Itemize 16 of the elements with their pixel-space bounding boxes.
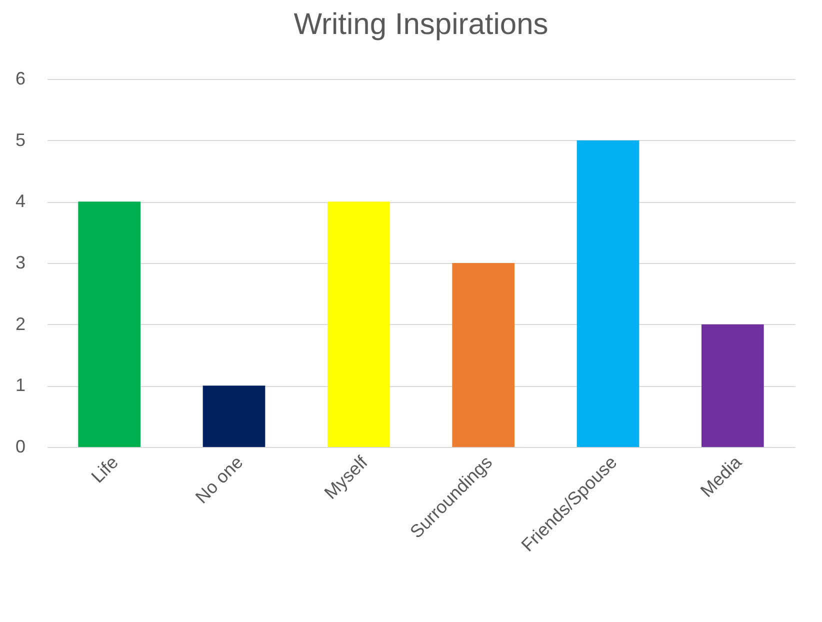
y-tick-label: 4 [15,191,26,212]
bar [328,202,390,447]
bar [78,202,140,447]
bar [202,386,266,447]
y-tick-label: 5 [15,130,26,150]
y-tick-label: 0 [15,436,26,456]
chart-title: Writing Inspirations [294,8,548,41]
x-tick-label: Life [87,452,122,487]
x-tick-label: No one [192,452,247,508]
y-tick-label: 3 [15,252,26,272]
y-tick-label: 2 [15,314,26,334]
y-tick-label: 1 [15,375,26,396]
bar [576,140,640,447]
bar [702,324,764,447]
bar [452,263,514,447]
y-tick-label: 6 [15,68,26,88]
